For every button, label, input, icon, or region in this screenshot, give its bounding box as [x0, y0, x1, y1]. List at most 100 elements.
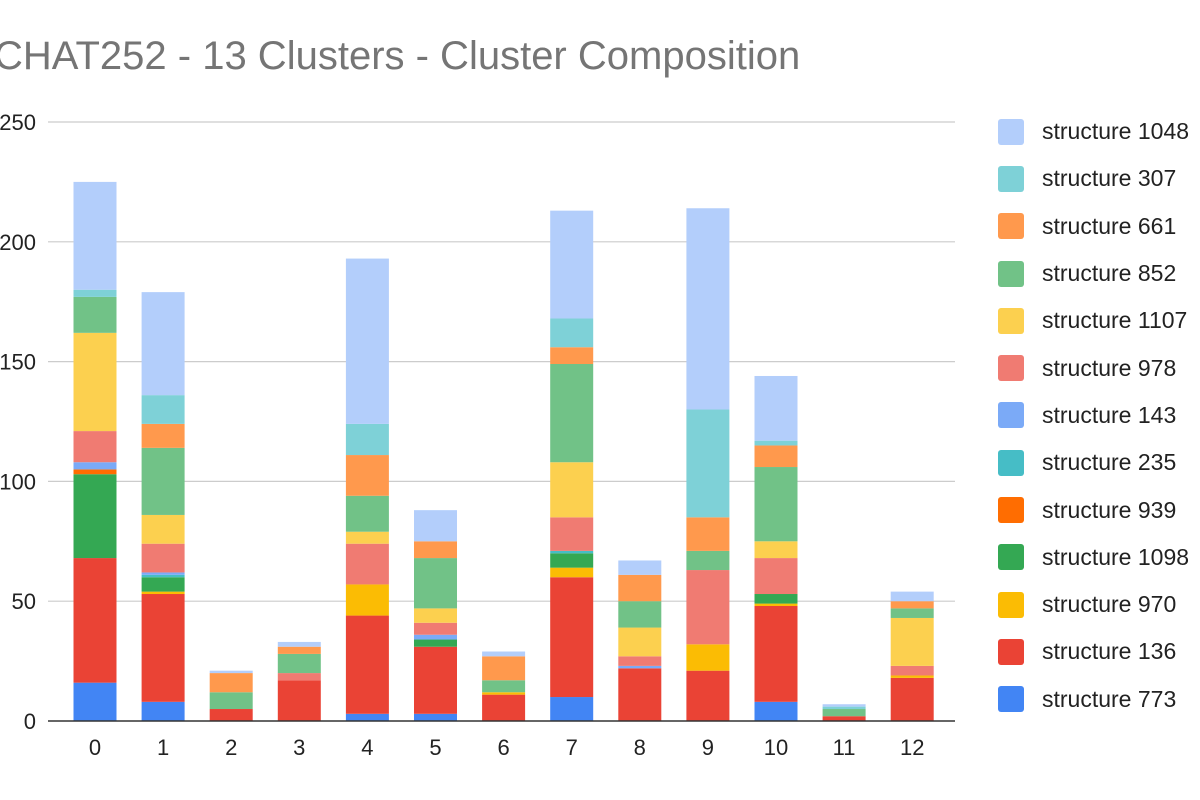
legend-swatch: [998, 307, 1024, 334]
legend-item: structure 939: [998, 486, 1200, 533]
y-tick-label: 0: [24, 709, 36, 734]
bar-segment: [414, 510, 457, 542]
x-tick-label: 0: [89, 735, 101, 760]
bar-stack-3: [277, 641, 321, 721]
bar-segment: [73, 682, 117, 721]
bar-segment: [277, 673, 321, 681]
bar-segment: [141, 543, 185, 573]
gridlines: [48, 121, 955, 602]
bar-segment: [141, 574, 185, 578]
bar-segment: [754, 541, 798, 559]
bar-stack-1: [141, 292, 185, 721]
x-tick-label: 12: [900, 735, 924, 760]
bar-segment: [141, 423, 185, 448]
bar-segment: [890, 675, 934, 678]
bar-segment: [754, 603, 798, 606]
x-tick-label: 5: [429, 735, 441, 760]
bar-segment: [686, 409, 730, 518]
bar-segment: [686, 517, 730, 551]
x-tick-label: 4: [361, 735, 373, 760]
bar-segment: [345, 455, 389, 496]
bar-segment: [686, 570, 730, 645]
bar-segment: [209, 673, 253, 693]
legend-label: structure 136: [1042, 638, 1177, 665]
x-tick-label: 8: [634, 735, 646, 760]
legend-item: structure 1048: [998, 108, 1200, 155]
bar-segment: [414, 541, 457, 559]
bar-segment: [754, 467, 798, 542]
bar-segment: [550, 553, 594, 568]
bar-segment: [141, 572, 185, 575]
bar-segment: [482, 656, 526, 681]
y-axis-tick-labels: 0 50 100 150 200 250: [0, 110, 36, 734]
x-tick-label: 10: [764, 735, 788, 760]
bar-segment: [414, 622, 457, 635]
legend-label: structure 852: [1042, 260, 1177, 287]
bar-segment: [550, 347, 594, 364]
bar-segment: [686, 670, 730, 721]
y-tick-label: 250: [0, 110, 36, 135]
bar-segment: [141, 594, 185, 702]
bar-segment: [754, 445, 798, 468]
legend-swatch: [998, 638, 1024, 665]
x-tick-label: 3: [293, 735, 305, 760]
legend: structure 1048 structure 307 structure 661…: [998, 108, 1200, 723]
legend-label: structure 235: [1042, 449, 1177, 476]
bar-segment: [754, 701, 798, 721]
x-tick-label: 1: [157, 735, 169, 760]
bar-segment: [414, 608, 457, 623]
x-axis-tick-labels: 0 1 2 3 4 5 6 7 8 9 10 11 12: [89, 735, 925, 760]
bar-segment: [754, 605, 798, 702]
bar-segment: [890, 677, 934, 721]
bar-segment: [618, 656, 662, 666]
bar-segment: [414, 558, 457, 609]
legend-label: structure 773: [1042, 685, 1177, 712]
bar-segment: [482, 680, 526, 693]
legend-item: structure 852: [998, 250, 1200, 297]
bar-stack-9: [686, 208, 730, 721]
bar-segment: [345, 423, 389, 456]
bar-segment: [754, 375, 798, 441]
bar-segment: [73, 289, 117, 297]
bar-segment: [73, 431, 117, 463]
bar-segment: [822, 709, 866, 717]
bar-segment: [277, 653, 321, 674]
bar-segment: [73, 332, 117, 432]
legend-swatch: [998, 355, 1024, 382]
bar-segment: [345, 495, 389, 532]
bar-segment: [822, 704, 866, 707]
legend-item: structure 773: [998, 676, 1200, 723]
bar-segment: [414, 634, 457, 640]
bar-segment: [277, 680, 321, 721]
bar-segment: [482, 694, 526, 721]
legend-label: structure 939: [1042, 496, 1177, 523]
legend-swatch: [998, 165, 1024, 192]
bar-segment: [345, 584, 389, 616]
legend-swatch: [998, 591, 1024, 618]
bar-segment: [73, 474, 117, 559]
y-tick-label: 150: [0, 350, 36, 375]
bar-stack-0: [73, 181, 117, 721]
legend-label: structure 661: [1042, 212, 1177, 239]
legend-label: structure 1107: [1042, 307, 1188, 334]
bar-segment: [73, 462, 117, 470]
legend-swatch: [998, 260, 1024, 287]
bar-stack-4: [345, 258, 389, 721]
bar-segment: [686, 644, 730, 671]
bar-segment: [277, 641, 321, 647]
bar-segment: [414, 713, 457, 721]
bar-segment: [754, 558, 798, 595]
legend-item: structure 136: [998, 628, 1200, 675]
chart-title: CHAT252 - 13 Clusters - Cluster Composit…: [0, 34, 801, 78]
bar-segment: [277, 646, 321, 654]
bar-segment: [686, 550, 730, 571]
bar-segment: [890, 617, 934, 666]
bar-segment: [550, 567, 594, 578]
legend-swatch: [998, 544, 1024, 571]
bar-stack-6: [482, 651, 526, 721]
legend-swatch: [998, 497, 1024, 524]
bar-segment: [550, 577, 594, 698]
bar-segment: [482, 692, 526, 695]
x-tick-label: 2: [225, 735, 237, 760]
legend-item: structure 1107: [998, 297, 1200, 344]
